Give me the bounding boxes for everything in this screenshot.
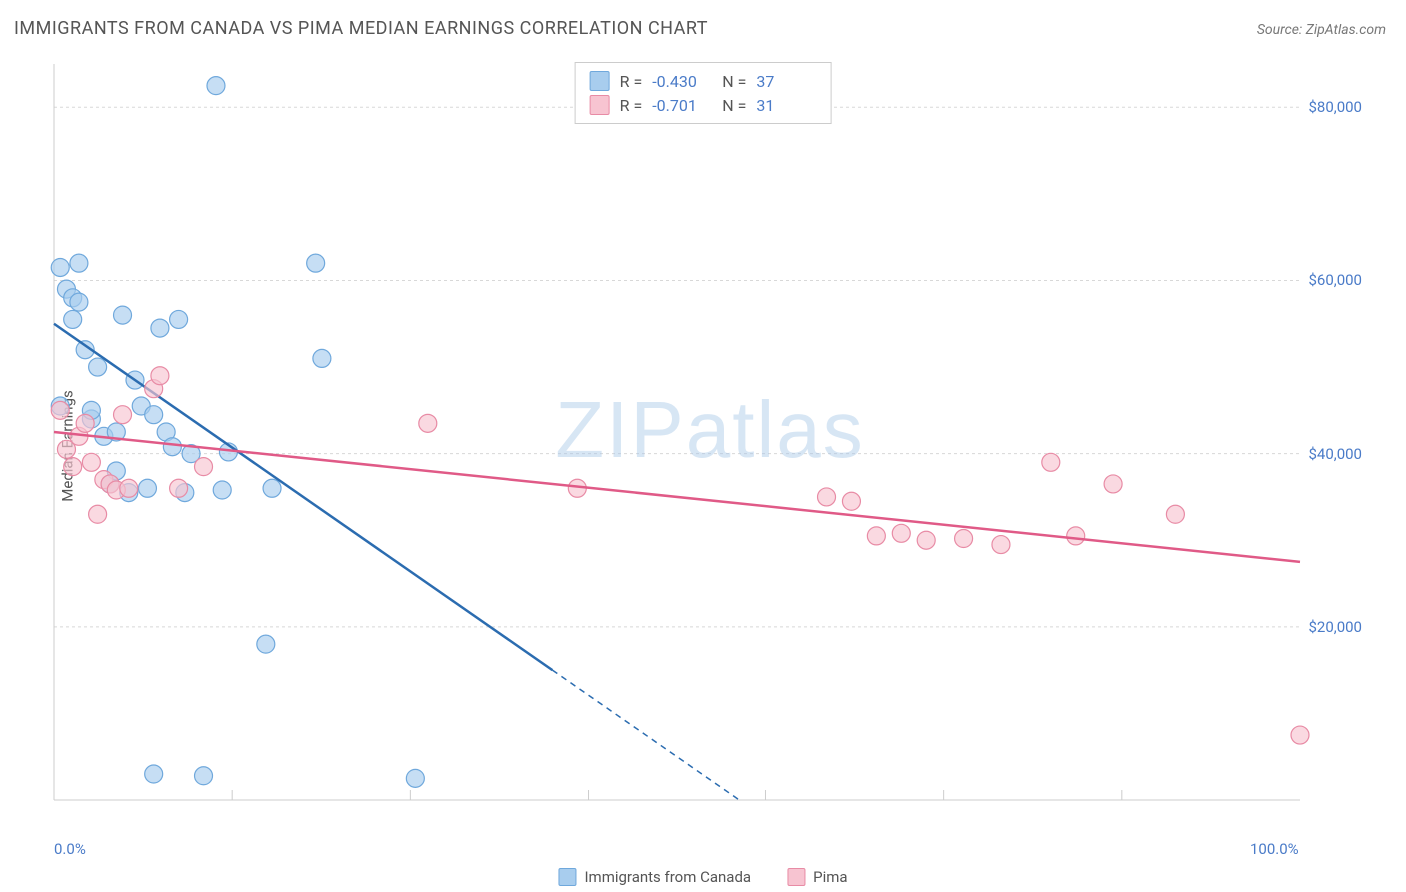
r-value-canada: -0.430 xyxy=(652,72,712,91)
legend-item-pima: Pima xyxy=(787,868,847,886)
r-label: R = xyxy=(620,72,643,91)
chart-plot-area: ZIPatlas $20,000$40,000$60,000$80,0000.0… xyxy=(50,60,1370,830)
y-tick-label: $40,000 xyxy=(1308,445,1362,463)
chart-title: IMMIGRANTS FROM CANADA VS PIMA MEDIAN EA… xyxy=(14,18,708,39)
legend-label-pima: Pima xyxy=(813,868,847,886)
legend-swatch-icon xyxy=(787,868,805,886)
y-tick-label: $80,000 xyxy=(1308,98,1362,116)
y-tick-label: $60,000 xyxy=(1308,271,1362,289)
legend-item-canada: Immigrants from Canada xyxy=(558,868,751,886)
source-attribution: Source: ZipAtlas.com xyxy=(1257,22,1386,38)
x-tick-label: 0.0% xyxy=(54,840,86,858)
correlation-legend: R = -0.430 N = 37 R = -0.701 N = 31 xyxy=(575,62,832,124)
n-value-pima: 31 xyxy=(756,96,816,115)
legend-row-pima: R = -0.701 N = 31 xyxy=(590,93,817,117)
legend-swatch-canada xyxy=(590,71,610,91)
n-label: N = xyxy=(722,96,746,115)
n-value-canada: 37 xyxy=(756,72,816,91)
r-label: R = xyxy=(620,96,643,115)
series-legend: Immigrants from Canada Pima xyxy=(558,868,847,886)
legend-swatch-pima xyxy=(590,95,610,115)
legend-swatch-icon xyxy=(558,868,576,886)
y-tick-label: $20,000 xyxy=(1308,618,1362,636)
n-label: N = xyxy=(722,72,746,91)
r-value-pima: -0.701 xyxy=(652,96,712,115)
legend-label-canada: Immigrants from Canada xyxy=(584,868,751,886)
x-tick-label: 100.0% xyxy=(1250,840,1299,858)
legend-row-canada: R = -0.430 N = 37 xyxy=(590,69,817,93)
chart-svg xyxy=(50,60,1370,830)
